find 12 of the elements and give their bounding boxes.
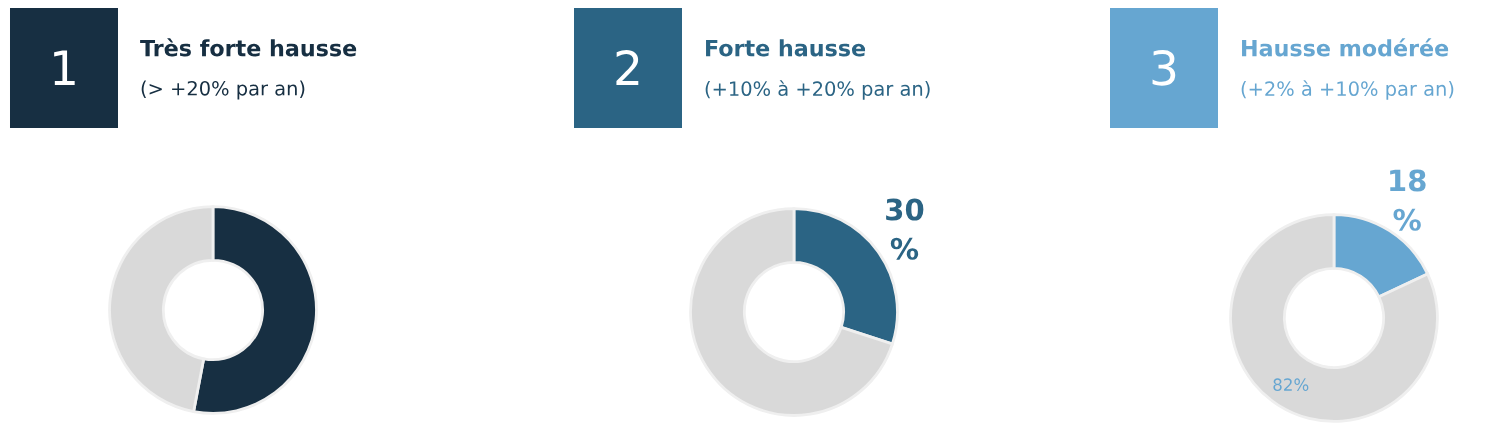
data-label: 30 %: [886, 198, 924, 260]
text: 1: [54, 50, 75, 86]
text: 3: [1152, 49, 1176, 86]
chart-subtitle: (+2% à +10% par an): [1241, 80, 1454, 100]
data-label: 18 %: [1390, 169, 1426, 231]
chart-subtitle: (> +20% par an): [141, 80, 305, 100]
chart-subtitle: (+10% à +20% par an): [705, 80, 930, 100]
text: 2: [616, 49, 639, 86]
chart-title: Hausse modérée: [1242, 38, 1449, 57]
chart-title: Très forte hausse: [140, 38, 357, 57]
chart-title: Forte hausse: [706, 39, 866, 57]
data-label: 82%: [1273, 378, 1309, 391]
